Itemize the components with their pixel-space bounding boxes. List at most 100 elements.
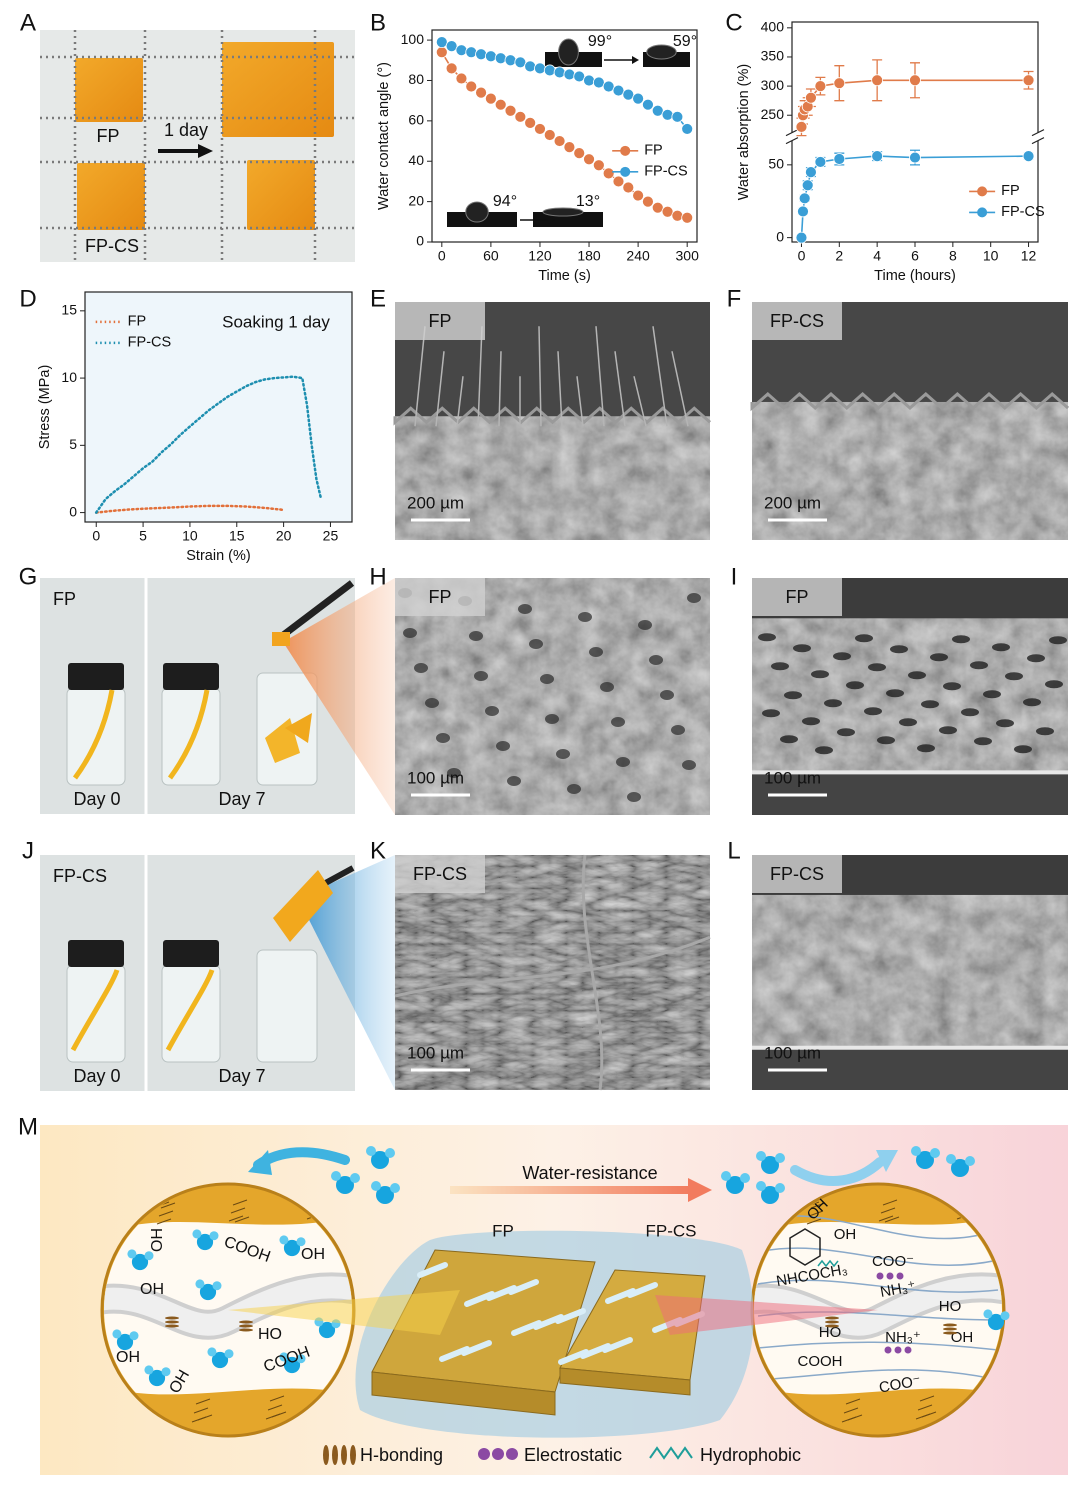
water-hydrogen: [371, 1181, 381, 1191]
film-label: FP: [492, 1221, 514, 1240]
x-tick-label: 8: [949, 248, 957, 264]
panel-letter: D: [19, 285, 36, 312]
x-tick-label: 10: [182, 528, 198, 544]
sem-pore: [930, 653, 948, 662]
water-hydrogen: [207, 1347, 217, 1357]
functional-group: HO: [819, 1324, 842, 1341]
h-bond: [239, 1320, 253, 1324]
sem-fiber: [614, 351, 626, 427]
fiber-hair: [808, 1210, 824, 1217]
droplet: [646, 44, 677, 60]
film-side: [371, 1371, 556, 1416]
x-axis-label: Time (s): [538, 268, 591, 284]
data-point: [475, 86, 487, 99]
water-oxygen: [726, 1176, 744, 1194]
functional-group: OH: [116, 1349, 140, 1366]
data-line: [94, 504, 285, 514]
data-point: [534, 123, 546, 135]
sample-piece: [272, 632, 290, 646]
sem-fiber: [652, 326, 668, 427]
h-bond: [943, 1327, 957, 1331]
legend-label: FP: [1001, 183, 1020, 199]
y-tick-label: 0: [416, 233, 424, 249]
data-point: [1022, 150, 1035, 163]
label-box: [752, 302, 842, 340]
data-point: [871, 150, 884, 163]
y-tick-label: 5: [69, 436, 77, 452]
scale-bar-label: 100 µm: [764, 768, 821, 787]
vial-cap: [163, 663, 219, 690]
label-box: [395, 302, 485, 340]
sem-pore: [811, 670, 829, 679]
fiber-hair: [921, 1411, 937, 1418]
x-axis-label: Time (hours): [874, 268, 956, 284]
fiber-hair: [156, 1218, 172, 1225]
data-point: [455, 72, 468, 85]
sem-fiber: [581, 854, 604, 1091]
sem-pore: [833, 652, 851, 661]
sem-pore: [1036, 727, 1054, 736]
data-point: [805, 91, 817, 104]
sem-pore: [447, 768, 461, 778]
legend-label: Hydrophobic: [700, 1445, 801, 1465]
photo-label: Day 0: [73, 1066, 120, 1086]
data-point: [553, 66, 566, 79]
x-tick-label: 20: [276, 528, 292, 544]
sem-pore: [899, 718, 917, 727]
fiber-hair: [269, 1395, 285, 1402]
x-tick-label: 12: [1021, 248, 1037, 264]
chitosan-chain: [757, 1247, 999, 1266]
legend-label: H-bonding: [360, 1445, 443, 1465]
curved-arrow: [790, 1157, 885, 1187]
data-point: [524, 60, 537, 73]
x-tick-label: 180: [577, 248, 601, 264]
water-oxygen: [318, 1321, 336, 1339]
data-point: [583, 74, 595, 87]
sem-fiber: [477, 326, 483, 427]
panel-letter: K: [370, 837, 386, 864]
functional-group: OH: [140, 1281, 164, 1298]
sem-texture: [395, 578, 710, 815]
water-oxygen: [131, 1253, 149, 1271]
film-sample: [75, 58, 143, 122]
x-tick-label: 25: [323, 528, 339, 544]
data-point: [455, 44, 468, 57]
x-tick-label: 0: [798, 248, 806, 264]
water-hydrogen: [756, 1151, 766, 1161]
legend-label: FP: [128, 314, 147, 330]
axis-break: [786, 132, 798, 141]
sem-pore: [846, 681, 864, 690]
x-tick-label: 10: [983, 248, 999, 264]
sem-pore: [943, 682, 961, 691]
legend-h-bond: [341, 1445, 347, 1465]
photo-label: Day 7: [218, 789, 265, 809]
data-point: [592, 76, 605, 89]
sem-fiber: [671, 351, 689, 427]
water-hydrogen: [390, 1183, 400, 1193]
data-point: [833, 77, 846, 90]
h-bond: [825, 1316, 839, 1320]
sem-pore: [507, 776, 521, 786]
sem-pore: [970, 661, 988, 670]
ionic-dot: [884, 1346, 892, 1354]
legend-marker: [620, 145, 631, 156]
water-hydrogen: [1000, 1311, 1010, 1321]
data-point: [514, 110, 527, 123]
data-point: [465, 46, 478, 59]
sem-label: FP: [428, 311, 451, 331]
data-point: [671, 209, 684, 222]
film-label: FP-CS: [646, 1221, 697, 1240]
x-tick-label: 4: [873, 248, 881, 264]
sem-pore: [556, 749, 570, 759]
film-sample: [222, 42, 334, 137]
sem-pore: [877, 736, 895, 745]
photo-label: FP: [96, 126, 119, 146]
sample-strip: [165, 969, 215, 1052]
vial-cap: [68, 940, 124, 967]
break-mark: [1031, 137, 1045, 145]
water-hydrogen: [212, 1281, 222, 1291]
panel-letter: J: [22, 837, 34, 864]
water-oxygen: [283, 1239, 301, 1257]
water-oxygen: [148, 1369, 166, 1387]
